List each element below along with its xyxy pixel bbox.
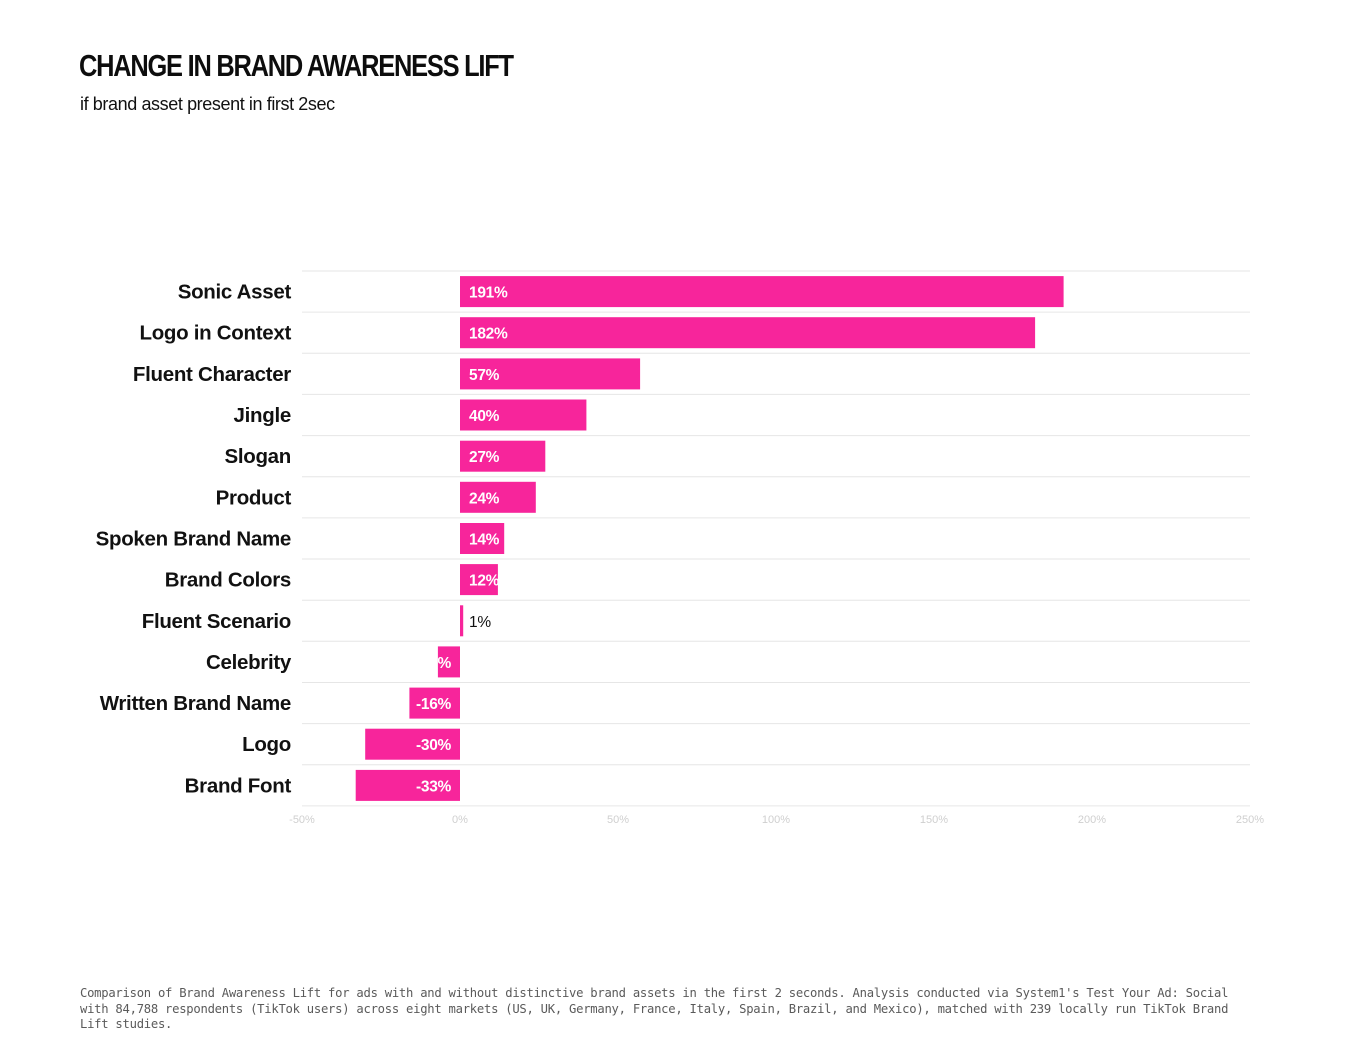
category-label: Brand Colors [165, 569, 291, 592]
category-label: Jingle [234, 404, 291, 427]
bar [355, 769, 460, 801]
category-label: Slogan [224, 445, 291, 468]
data-label: 57% [469, 367, 500, 384]
bar [460, 523, 505, 554]
x-tick-label: 100% [762, 814, 790, 826]
bar [460, 564, 498, 596]
category-label: Brand Font [185, 774, 292, 797]
data-label: 24% [469, 490, 500, 507]
bar [437, 646, 460, 678]
data-label: 14% [469, 532, 500, 549]
data-label: 12% [469, 573, 500, 590]
gridlines [302, 270, 1250, 807]
category-label: Sonic Asset [178, 281, 292, 304]
bar [460, 317, 1036, 349]
data-label: 1% [469, 614, 491, 631]
x-tick-label: 0% [452, 814, 468, 826]
bar [409, 687, 460, 719]
data-label: 27% [469, 449, 500, 466]
data-label: 40% [469, 408, 500, 425]
data-labels: 191% 182% 57% 40% 27% 24% 14% 12% 1% -7% -16% -30% -… [416, 285, 508, 796]
bar [460, 440, 546, 472]
category-label: Fluent Scenario [142, 610, 291, 633]
bar [460, 276, 1064, 308]
bar [460, 358, 641, 390]
x-tick-label: 250% [1236, 814, 1264, 826]
data-label: 182% [469, 326, 508, 343]
bar [460, 481, 536, 513]
category-label: Celebrity [206, 651, 292, 674]
category-label: Product [216, 486, 292, 509]
category-labels: Sonic Asset Logo in Context Fluent Charact… [96, 281, 293, 798]
x-tick-label: 200% [1078, 814, 1106, 826]
footnote: Comparison of Brand Awareness Lift for a… [80, 986, 1229, 1031]
x-tick-label: 50% [607, 814, 629, 826]
category-label: Logo [242, 733, 291, 756]
chart-title: CHANGE IN BRAND AWARENESS LIFT [79, 48, 514, 83]
category-label: Written Brand Name [100, 692, 291, 715]
data-label: -7% [424, 655, 451, 672]
bar [460, 605, 464, 637]
category-label: Fluent Character [133, 363, 291, 386]
chart-subtitle: if brand asset present in first 2sec [80, 94, 335, 114]
category-label: Logo in Context [139, 322, 291, 345]
data-label: -30% [416, 737, 452, 754]
bar [365, 728, 460, 760]
x-axis-ticks: -50% 0% 50% 100% 150% 200% 250% [289, 814, 1264, 826]
bars [355, 276, 1064, 801]
category-label: Spoken Brand Name [96, 528, 291, 551]
x-tick-label: -50% [289, 814, 315, 826]
data-label: -33% [416, 778, 452, 795]
data-label: -16% [416, 696, 452, 713]
data-label: 191% [469, 285, 508, 302]
x-tick-label: 150% [920, 814, 948, 826]
bar [460, 399, 587, 431]
